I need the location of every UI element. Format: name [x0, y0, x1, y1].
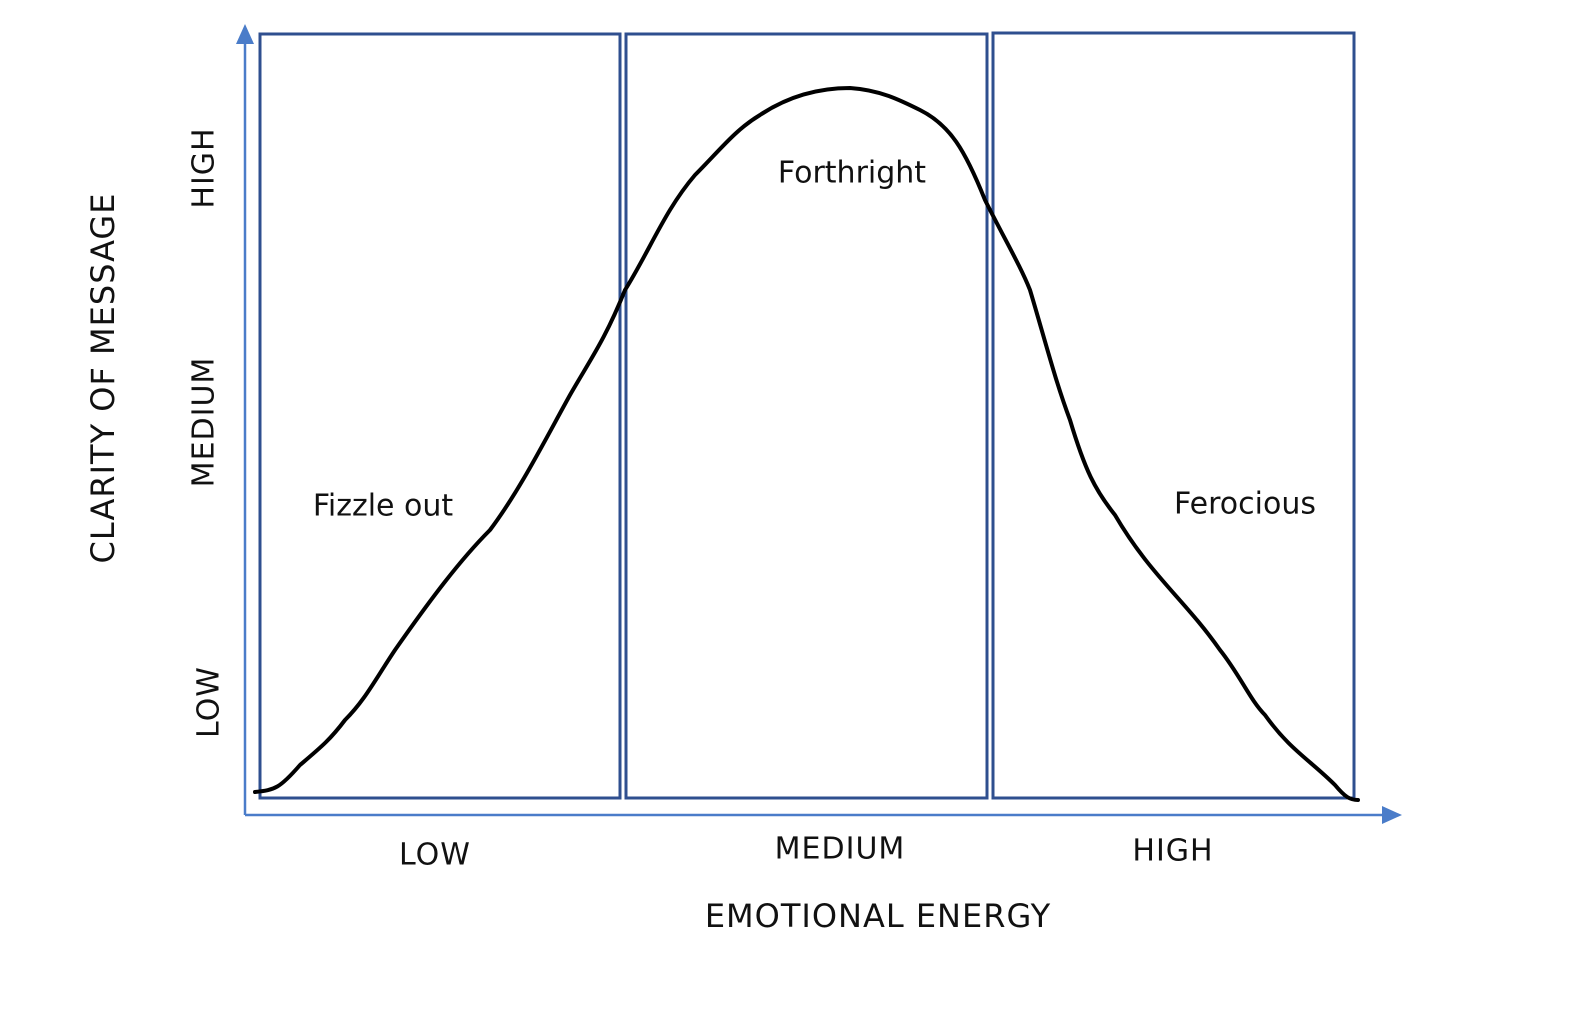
zone-label: Fizzle out	[313, 489, 454, 524]
x-axis-title: EMOTIONAL ENERGY	[705, 897, 1051, 935]
zone-box	[258, 32, 622, 800]
zone-label: Forthright	[778, 156, 926, 191]
y-level: HIGH	[187, 127, 222, 208]
y-axis-arrow	[236, 24, 254, 44]
curve	[253, 85, 1360, 802]
x-level: LOW	[399, 838, 471, 873]
y-level: LOW	[192, 666, 227, 738]
zone-label: Ferocious	[1174, 487, 1316, 522]
x-level: MEDIUM	[775, 832, 906, 867]
x-level: HIGH	[1132, 834, 1213, 869]
zone-box	[991, 31, 1356, 800]
y-axis-title: CLARITY OF MESSAGE	[84, 193, 122, 564]
x-axis-arrow	[1382, 806, 1402, 824]
y-level: MEDIUM	[187, 357, 222, 488]
zone-box	[624, 32, 989, 800]
